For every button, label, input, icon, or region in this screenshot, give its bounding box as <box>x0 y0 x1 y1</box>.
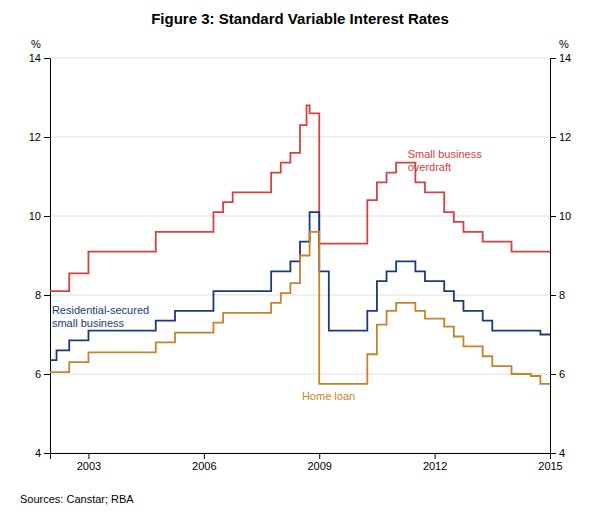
tick-label: 2003 <box>77 460 101 472</box>
tick-mark <box>88 453 89 459</box>
tick-mark <box>550 295 556 296</box>
annotation: Small businessoverdraft <box>408 148 482 173</box>
tick-label: 14 <box>559 52 571 64</box>
tick-label: 8 <box>559 289 565 301</box>
tick-label: 2012 <box>423 460 447 472</box>
tick: 4 <box>35 447 50 459</box>
axis-line <box>51 454 551 460</box>
tick-label: 2015 <box>538 460 562 472</box>
annotation-line: Residential-secured <box>52 304 149 316</box>
chart: 20032006200920122015468101214468101214Fi… <box>0 0 600 515</box>
annotation-line: small business <box>52 317 125 329</box>
grid-line <box>50 295 550 296</box>
tick: 8 <box>550 289 565 301</box>
tick-mark <box>550 374 556 375</box>
x-axis: 2003 2006 2009 2012 2015 <box>51 453 563 472</box>
texts: Figure 3: Standard Variable Interest Rat… <box>20 10 569 505</box>
tick-mark <box>44 216 50 217</box>
tick-label: 8 <box>35 289 41 301</box>
tick-mark <box>550 216 556 217</box>
y-axis-label: % <box>31 38 41 50</box>
tick: 14 <box>550 52 571 64</box>
tick-label: 12 <box>559 131 571 143</box>
tick-mark <box>44 137 50 138</box>
tick-mark <box>44 295 50 296</box>
tick-label: 12 <box>29 131 41 143</box>
tick-label: 10 <box>29 210 41 222</box>
grid <box>50 58 550 453</box>
tick: 6 <box>550 368 565 380</box>
annotation-line: Small business <box>408 148 482 160</box>
annotation-line: overdraft <box>408 161 451 173</box>
tick: 2003 <box>77 453 101 472</box>
tick: 2006 <box>192 453 216 472</box>
y-axis: 4 6 8 10 12 14 <box>29 52 51 459</box>
tick: 10 <box>29 210 50 222</box>
tick: 10 <box>550 210 571 222</box>
tick-label: 6 <box>35 368 41 380</box>
tick-mark <box>319 453 320 459</box>
axis-line <box>44 59 51 454</box>
annotation: Residential-securedsmall business <box>52 304 149 329</box>
tick-label: 14 <box>29 52 41 64</box>
series-line <box>50 232 550 384</box>
annotation-line: Home loan <box>302 390 355 402</box>
tick-mark <box>44 374 50 375</box>
tick-mark <box>435 453 436 459</box>
tick: 12 <box>29 131 50 143</box>
grid-line <box>50 374 550 375</box>
tick: 2009 <box>307 453 331 472</box>
tick-mark <box>204 453 205 459</box>
tick: 14 <box>29 52 50 64</box>
tick-mark <box>550 58 556 59</box>
y2-axis: 4 6 8 10 12 14 <box>550 52 571 459</box>
plot-area <box>50 105 550 383</box>
tick-label: 2009 <box>307 460 331 472</box>
y2-axis-label: % <box>559 38 569 50</box>
tick-mark <box>550 137 556 138</box>
axis-line <box>551 59 557 454</box>
tick-label: 4 <box>35 447 41 459</box>
grid-line <box>50 58 550 59</box>
grid-line <box>50 216 550 217</box>
tick: 4 <box>550 447 565 459</box>
tick-mark <box>44 58 50 59</box>
tick: 12 <box>550 131 571 143</box>
tick-mark <box>44 453 50 454</box>
source: Sources: Canstar; RBA <box>20 493 134 505</box>
tick: 8 <box>35 289 50 301</box>
title: Figure 3: Standard Variable Interest Rat… <box>151 10 449 27</box>
series-line <box>50 212 550 360</box>
tick-label: 6 <box>559 368 565 380</box>
tick-label: 4 <box>559 447 565 459</box>
tick-label: 2006 <box>192 460 216 472</box>
tick: 2012 <box>423 453 447 472</box>
tick-mark <box>550 453 556 454</box>
tick-label: 10 <box>559 210 571 222</box>
tick: 6 <box>35 368 50 380</box>
annotation: Home loan <box>302 390 355 402</box>
